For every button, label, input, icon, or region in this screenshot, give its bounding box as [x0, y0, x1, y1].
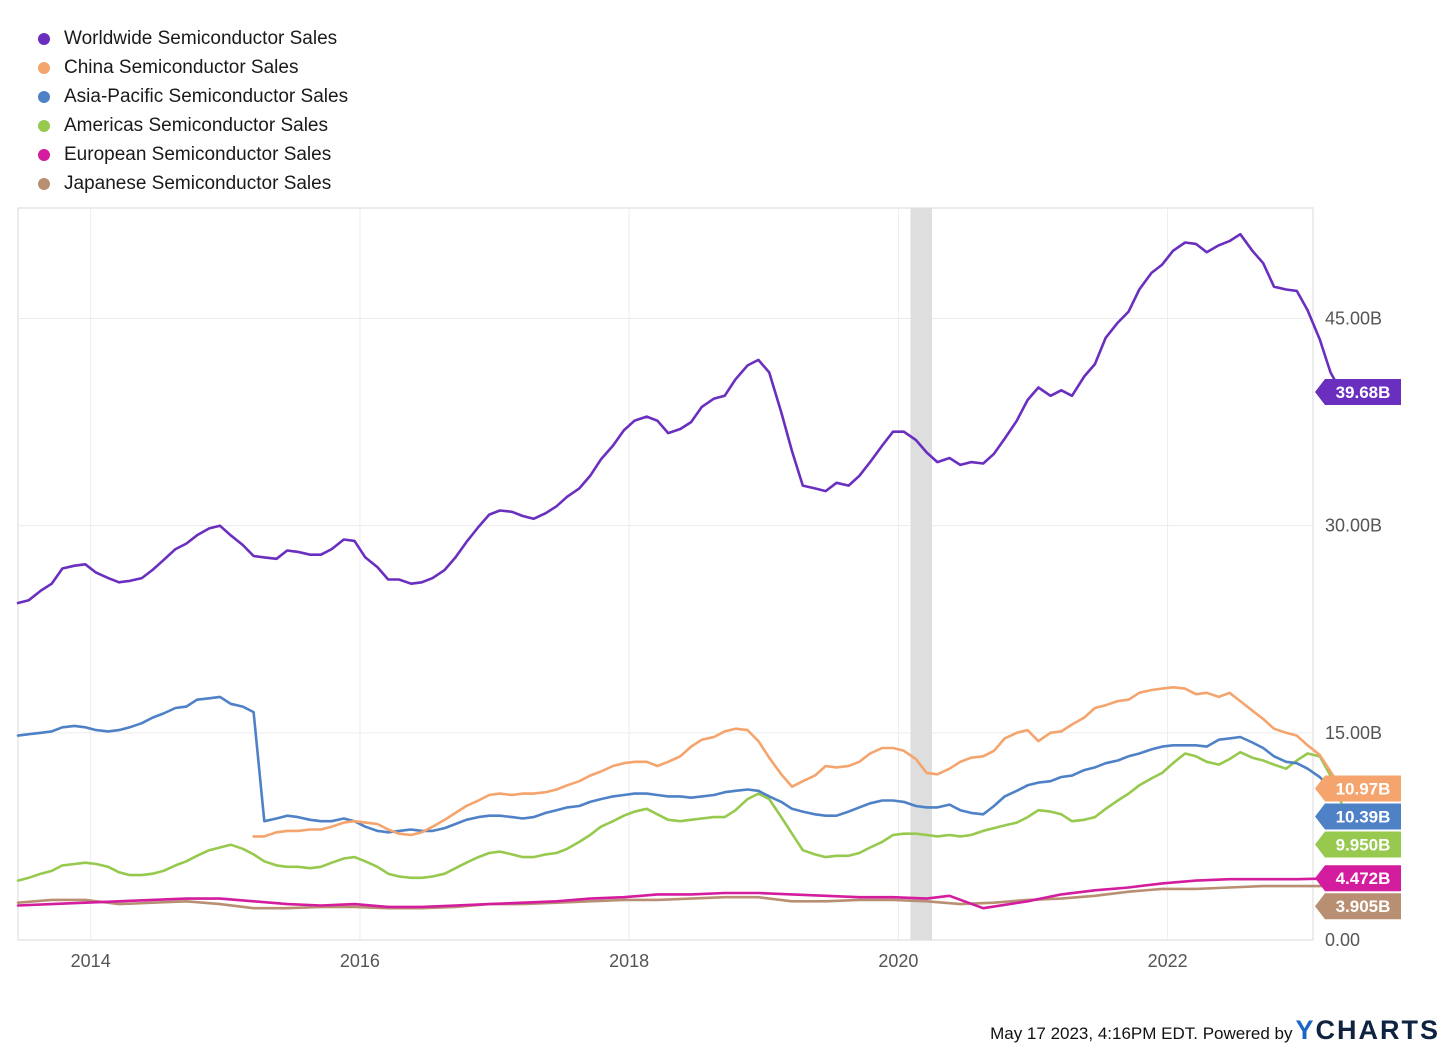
- series-line[interactable]: [16, 695, 1343, 834]
- end-value-tag: 4.472B: [1315, 865, 1401, 892]
- y-tick-label: 45.00B: [1325, 308, 1382, 328]
- end-value-labels: 39.68B 10.97B 10.39B 9.950B 4.472B 3.905B: [1315, 378, 1401, 920]
- end-value-tag: 3.905B: [1315, 893, 1401, 920]
- legend-dot-icon: [38, 177, 50, 190]
- y-tick-label: 15.00B: [1325, 723, 1382, 743]
- legend-label: Japanese Semiconductor Sales: [64, 173, 332, 194]
- legend-label: Americas Semiconductor Sales: [64, 115, 328, 136]
- y-tick-label: 30.00B: [1325, 516, 1382, 536]
- end-value-tag: 39.68B: [1315, 378, 1401, 405]
- series-line[interactable]: [16, 876, 1343, 910]
- series-line[interactable]: [16, 884, 1343, 910]
- legend-dot-icon: [38, 90, 50, 103]
- y-axis-ticks: 0.00 15.00B 30.00B 45.00B: [1325, 308, 1382, 950]
- end-value-text: 3.905B: [1336, 897, 1391, 916]
- x-tick-label: 2016: [340, 951, 380, 971]
- series-lines: [16, 232, 1343, 910]
- footer: May 17 2023, 4:16PM EDT. Powered by YCHA…: [990, 1015, 1440, 1046]
- legend-label: Worldwide Semiconductor Sales: [64, 28, 338, 49]
- legend-item[interactable]: China Semiconductor Sales: [38, 53, 348, 82]
- legend-item[interactable]: Americas Semiconductor Sales: [38, 111, 348, 140]
- y-tick-label: 0.00: [1325, 930, 1360, 950]
- logo-charts: CHARTS: [1315, 1015, 1440, 1045]
- legend-dot-icon: [38, 61, 50, 74]
- legend-item[interactable]: Asia-Pacific Semiconductor Sales: [38, 82, 348, 111]
- legend-label: China Semiconductor Sales: [64, 57, 299, 78]
- line-chart: 2014 2016 2018 2020 2022 0.00 15.00B 30.00B 45.…: [16, 207, 1401, 971]
- end-value-text: 9.950B: [1336, 835, 1391, 854]
- legend-item[interactable]: European Semiconductor Sales: [38, 140, 348, 169]
- recession-shading: [910, 208, 933, 940]
- series-line[interactable]: [252, 686, 1343, 838]
- series-line[interactable]: [16, 232, 1343, 605]
- plot-area: [17, 207, 1314, 941]
- end-value-tag: 9.950B: [1315, 831, 1401, 858]
- end-value-tag: 10.39B: [1315, 803, 1401, 830]
- gridlines: [18, 208, 1313, 940]
- legend: Worldwide Semiconductor Sales China Semic…: [38, 24, 348, 198]
- ycharts-logo[interactable]: YCHARTS: [1295, 1015, 1440, 1046]
- end-value-text: 10.97B: [1336, 779, 1391, 798]
- x-tick-label: 2022: [1148, 951, 1188, 971]
- legend-dot-icon: [38, 32, 50, 45]
- legend-label: Asia-Pacific Semiconductor Sales: [64, 86, 349, 107]
- series-line[interactable]: [16, 750, 1343, 882]
- end-value-text: 39.68B: [1336, 383, 1391, 402]
- legend-dot-icon: [38, 148, 50, 161]
- end-value-tag: 10.97B: [1315, 775, 1401, 802]
- end-value-text: 10.39B: [1336, 807, 1391, 826]
- plot-frame: [17, 207, 1314, 941]
- recession-band: [910, 208, 933, 940]
- x-axis-ticks: 2014 2016 2018 2020 2022: [71, 951, 1188, 971]
- legend-item[interactable]: Worldwide Semiconductor Sales: [38, 24, 348, 53]
- legend-dot-icon: [38, 119, 50, 132]
- legend-label: European Semiconductor Sales: [64, 144, 332, 165]
- end-value-text: 4.472B: [1336, 869, 1391, 888]
- x-tick-label: 2014: [71, 951, 111, 971]
- footer-timestamp: May 17 2023, 4:16PM EDT. Powered by: [990, 1024, 1293, 1043]
- x-tick-label: 2020: [878, 951, 918, 971]
- legend-item[interactable]: Japanese Semiconductor Sales: [38, 169, 348, 198]
- logo-y: Y: [1295, 1015, 1316, 1045]
- x-tick-label: 2018: [609, 951, 649, 971]
